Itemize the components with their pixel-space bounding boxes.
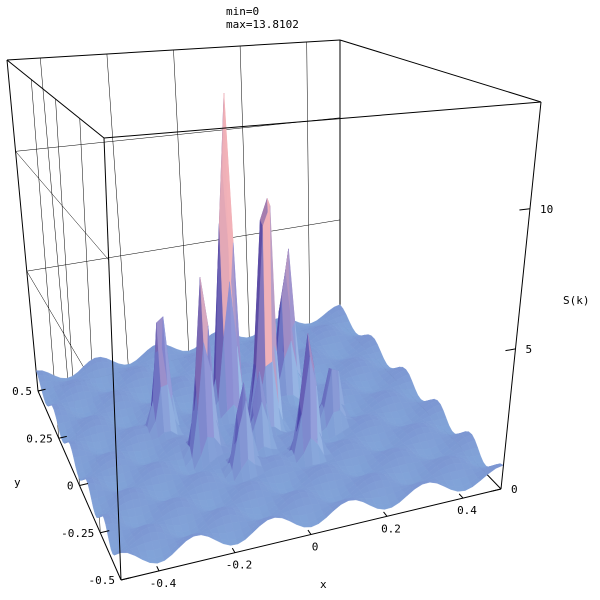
box-edge xyxy=(339,39,542,103)
y-tick-label: 0.25 xyxy=(26,432,53,445)
x-tick-mark xyxy=(383,511,388,517)
x-tick-label: -0.2 xyxy=(226,559,253,572)
box-edge xyxy=(103,137,122,581)
x-tick-label: 0 xyxy=(312,541,319,554)
x-tick-mark xyxy=(231,547,236,553)
gridline xyxy=(239,45,250,343)
gridline xyxy=(40,57,69,385)
box-edge xyxy=(6,59,105,139)
z-tick-mark xyxy=(519,208,531,211)
z-axis-label: S(k) xyxy=(563,294,590,307)
y-tick-mark xyxy=(79,483,89,486)
x-tick-mark xyxy=(458,493,464,499)
gridline xyxy=(15,151,109,261)
gridline xyxy=(173,49,190,357)
z-tick-label: 0 xyxy=(511,483,518,496)
y-tick-mark xyxy=(37,388,46,392)
axis-ticks: -0.4 -0.2 0 0.2 0.4 0.5 0.25 0 -0.25 -0.5 0 5 10 xyxy=(12,203,553,590)
x-tick-label: 0.4 xyxy=(457,504,477,517)
max-annotation: max=13.8102 xyxy=(226,18,299,31)
gridline xyxy=(26,219,341,272)
y-tick-mark xyxy=(100,530,110,534)
bounding-box-front xyxy=(6,39,542,581)
z-tick-label: 5 xyxy=(525,343,532,356)
x-tick-mark xyxy=(307,529,312,535)
y-tick-label: 0 xyxy=(67,480,74,493)
gridline xyxy=(106,53,129,371)
box-edge xyxy=(6,59,39,392)
min-annotation: min=0 xyxy=(226,5,259,18)
x-tick-label: -0.4 xyxy=(150,577,177,590)
y-tick-label: 0.5 xyxy=(12,385,32,398)
y-tick-label: -0.25 xyxy=(61,527,94,540)
y-tick-mark xyxy=(58,435,67,439)
z-tick-label: 10 xyxy=(540,203,553,216)
y-tick-mark xyxy=(120,577,131,581)
surface-cell xyxy=(492,463,504,469)
y-tick-label: -0.5 xyxy=(89,574,116,587)
gridline xyxy=(306,41,311,329)
x-tick-mark xyxy=(156,566,160,572)
z-tick-mark xyxy=(491,488,502,492)
y-axis-label: y xyxy=(14,476,21,489)
box-edge xyxy=(500,101,542,490)
x-tick-label: 0.2 xyxy=(381,522,401,535)
surface-mesh xyxy=(35,93,504,564)
box-edge xyxy=(103,101,542,139)
x-axis-label: x xyxy=(320,578,327,591)
z-tick-mark xyxy=(505,348,516,352)
